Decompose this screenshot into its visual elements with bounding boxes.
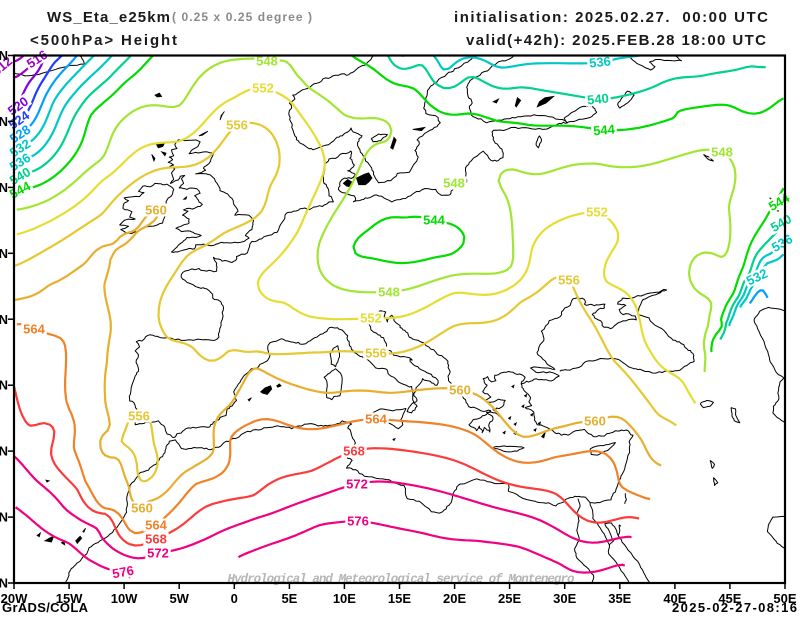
svg-text:540: 540: [586, 90, 609, 107]
svg-text:560: 560: [131, 501, 153, 516]
svg-text:35E: 35E: [608, 591, 631, 606]
svg-text:40N: 40N: [0, 378, 8, 393]
svg-text:45N: 45N: [0, 312, 8, 327]
svg-text:568: 568: [145, 532, 167, 547]
svg-text:560: 560: [145, 203, 167, 218]
svg-text:WS_Eta_e25km: WS_Eta_e25km: [47, 9, 170, 26]
svg-text:10E: 10E: [333, 591, 356, 606]
svg-text:552: 552: [252, 81, 274, 96]
svg-text:25E: 25E: [498, 591, 521, 606]
svg-text:initialisation: 2025.02.27. 0: initialisation: 2025.02.27. 00:00 UTC: [454, 9, 768, 26]
svg-text:572: 572: [346, 477, 368, 492]
svg-text:536: 536: [588, 53, 611, 70]
svg-text:552: 552: [360, 311, 382, 326]
svg-text:576: 576: [111, 563, 135, 582]
svg-text:560: 560: [584, 414, 606, 429]
svg-text:564: 564: [145, 518, 167, 533]
svg-text:548: 548: [443, 176, 465, 191]
svg-text:5E: 5E: [281, 591, 297, 606]
svg-text:50N: 50N: [0, 246, 8, 261]
svg-text:556: 556: [558, 273, 580, 288]
svg-text:60N: 60N: [0, 114, 8, 129]
svg-text:40E: 40E: [663, 591, 686, 606]
svg-text:548: 548: [711, 145, 733, 160]
svg-text:544: 544: [423, 213, 445, 228]
svg-text:20E: 20E: [443, 591, 466, 606]
svg-text:30E: 30E: [553, 591, 576, 606]
svg-text:556: 556: [365, 346, 387, 361]
svg-text:556: 556: [128, 409, 150, 424]
svg-text:30N: 30N: [0, 510, 8, 525]
svg-text:10W: 10W: [111, 591, 138, 606]
svg-text:55N: 55N: [0, 180, 8, 195]
svg-text:GrADS/COLA: GrADS/COLA: [2, 600, 89, 615]
svg-text:65N: 65N: [0, 48, 8, 63]
svg-text:564: 564: [365, 412, 387, 427]
svg-text:( 0.25 x 0.25 degree ): ( 0.25 x 0.25 degree ): [172, 10, 312, 24]
svg-text:<500hPa> Height: <500hPa> Height: [30, 32, 177, 49]
svg-text:556: 556: [226, 118, 248, 133]
svg-text:50E: 50E: [773, 591, 796, 606]
svg-text:45E: 45E: [718, 591, 741, 606]
svg-text:35N: 35N: [0, 444, 8, 459]
svg-text:valid(+42h): 2025.FEB.28 18:00: valid(+42h): 2025.FEB.28 18:00 UTC: [466, 32, 766, 49]
svg-text:560: 560: [449, 383, 471, 398]
svg-text:548: 548: [256, 54, 278, 69]
svg-text:564: 564: [23, 322, 45, 337]
svg-text:15W: 15W: [56, 591, 83, 606]
svg-text:552: 552: [586, 205, 608, 220]
svg-text:5W: 5W: [169, 591, 189, 606]
svg-text:572: 572: [147, 546, 169, 561]
svg-text:548: 548: [378, 285, 400, 300]
svg-text:0: 0: [231, 591, 238, 606]
svg-text:Hydrological and Meteorologica: Hydrological and Meteorological service …: [228, 573, 575, 587]
svg-text:544: 544: [593, 122, 617, 139]
svg-text:25N: 25N: [0, 576, 8, 591]
svg-text:20W: 20W: [1, 591, 28, 606]
svg-text:15E: 15E: [388, 591, 411, 606]
svg-text:576: 576: [347, 514, 369, 529]
svg-text:568: 568: [343, 444, 365, 459]
